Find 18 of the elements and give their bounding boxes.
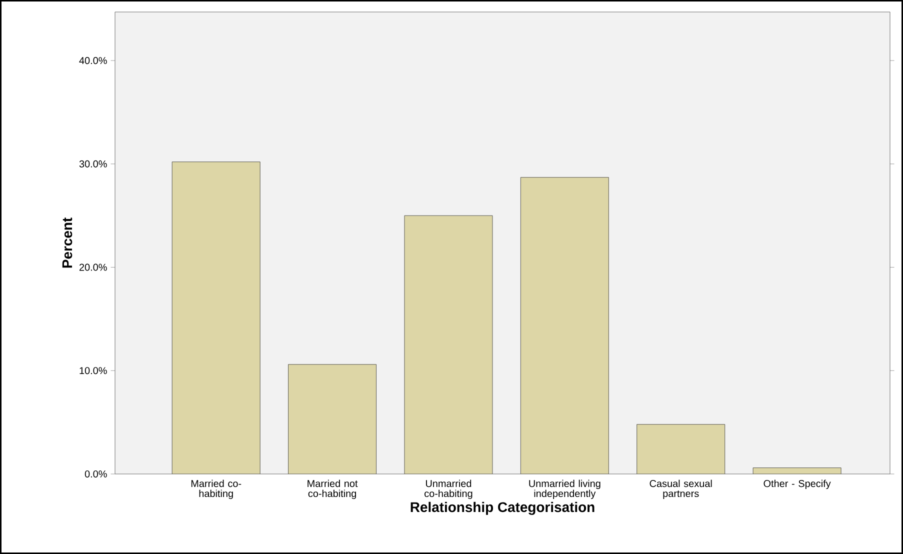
bar [636,424,726,474]
y-tick-label: 20.0% [79,264,107,271]
bar [288,364,376,474]
x-tick-label: Married not co-habiting [308,480,358,499]
x-tick-label: Casual sexual partners [650,480,712,499]
x-tick-label: Married co-habiting [191,480,242,499]
y-tick-label: 30.0% [79,160,107,168]
bar [172,162,260,474]
x-tick-label: Unmarried co-habiting [424,480,472,499]
y-tick-label: 0.0% [84,470,107,478]
x-tick-label: Other - Specify [764,480,831,490]
y-tick-label: 10.0% [80,367,107,374]
bar [520,177,609,474]
y-axis-title: Percent [62,218,72,268]
x-axis-title: Relationship Categorisation [410,502,594,515]
x-tick-label: Unmarried living independently [529,480,600,499]
bar [404,216,492,474]
y-tick-label: 40.0% [79,57,107,64]
